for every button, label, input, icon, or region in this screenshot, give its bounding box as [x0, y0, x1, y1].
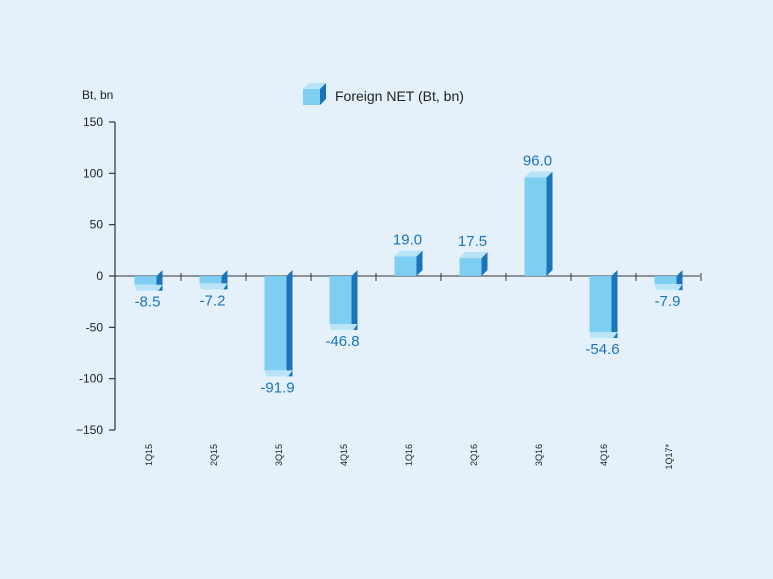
bar-side [416, 250, 423, 276]
bar-front [589, 276, 612, 333]
bar-side [481, 252, 488, 276]
bar [329, 270, 358, 331]
x-tick-label: 3Q15 [274, 444, 284, 466]
value-label: -46.8 [325, 333, 359, 350]
bar [589, 270, 618, 339]
bar-front [459, 258, 482, 276]
bar-front [654, 276, 677, 285]
y-tick-label: 150 [83, 115, 103, 129]
bar-side [611, 270, 618, 339]
value-label: -7.9 [655, 293, 681, 310]
y-tick-label: -50 [86, 320, 104, 334]
y-axis-title: Bt, bn [82, 88, 113, 102]
legend: Foreign NET (Bt, bn) [303, 83, 464, 105]
value-label: -91.9 [260, 379, 294, 396]
bar [459, 252, 488, 276]
y-tick-label: 100 [83, 166, 103, 180]
bar [134, 270, 163, 291]
bar [199, 270, 228, 290]
x-tick-label: 3Q16 [534, 444, 544, 466]
x-tick-label: 1Q17* [664, 444, 674, 470]
y-tick-label: 50 [90, 218, 104, 232]
bar-bottom [329, 324, 358, 331]
y-tick-label: -100 [79, 372, 103, 386]
bar-front [264, 276, 287, 371]
y-tick-label: −150 [76, 423, 103, 437]
bar-bottom [264, 370, 293, 377]
bar-front [329, 276, 352, 325]
bar-top [394, 250, 423, 257]
value-label: -8.5 [135, 294, 161, 311]
bar-front [524, 177, 547, 276]
bar [264, 270, 293, 377]
x-tick-label: 1Q16 [404, 444, 414, 466]
bar-front [199, 276, 222, 284]
bar [654, 270, 683, 291]
legend-swatch [303, 89, 320, 105]
value-label: 17.5 [458, 233, 487, 250]
bar-side [286, 270, 293, 377]
y-axis-ticks: 150 100 50 0 -50 -100 −150 [76, 115, 115, 437]
x-tick-label: 4Q16 [599, 444, 609, 466]
y-tick-label: 0 [96, 269, 103, 283]
bar-front [134, 276, 157, 285]
x-axis-ticks: 1Q15 2Q15 3Q15 4Q15 1Q16 2Q16 3Q16 4Q16 1Q17* [144, 444, 674, 470]
bars [134, 171, 683, 377]
x-tick-label: 1Q15 [144, 444, 154, 466]
bar [394, 250, 423, 276]
bar [524, 171, 553, 276]
bar-bottom [589, 332, 618, 339]
x-tick-label: 2Q15 [209, 444, 219, 466]
legend-swatch-side [320, 83, 326, 105]
bar-top [524, 171, 553, 178]
bar-side [546, 171, 553, 276]
value-label: -54.6 [585, 341, 619, 358]
legend-swatch-top [303, 83, 326, 89]
x-tick-label: 2Q16 [469, 444, 479, 466]
bar-bottom [654, 284, 683, 291]
bar-top [459, 252, 488, 259]
x-tick-label: 4Q15 [339, 444, 349, 466]
value-label: 96.0 [523, 152, 552, 169]
bar-bottom [199, 283, 228, 290]
bar-side [351, 270, 358, 331]
bar-bottom [134, 284, 163, 291]
legend-label: Foreign NET (Bt, bn) [335, 88, 464, 104]
value-labels: -8.5 -7.2 -91.9 -46.8 19.0 17.5 96.0 -54.6 -7.9 [135, 152, 681, 396]
value-label: 19.0 [393, 231, 422, 248]
bar-front [394, 256, 417, 276]
value-label: -7.2 [200, 292, 226, 309]
